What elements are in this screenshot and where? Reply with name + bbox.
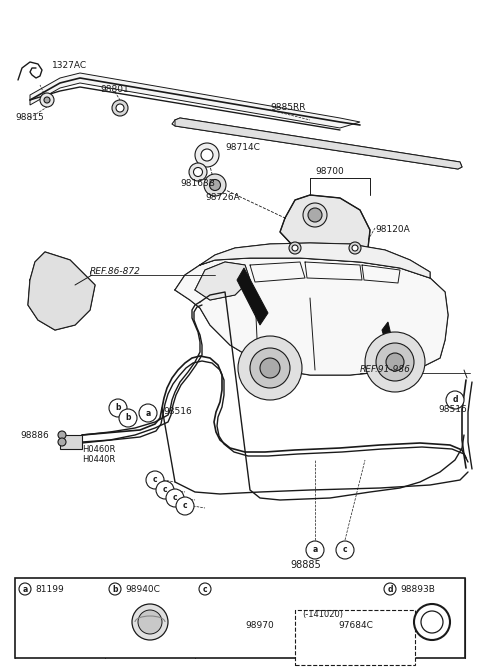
Bar bbox=[60, 435, 82, 449]
Text: 98970: 98970 bbox=[245, 620, 274, 630]
Text: 1327AC: 1327AC bbox=[52, 60, 87, 69]
Circle shape bbox=[446, 391, 464, 409]
Text: 98163B: 98163B bbox=[180, 179, 215, 187]
Circle shape bbox=[176, 497, 194, 515]
Text: a: a bbox=[145, 409, 151, 417]
Polygon shape bbox=[195, 262, 250, 300]
Circle shape bbox=[414, 604, 450, 640]
Circle shape bbox=[336, 541, 354, 559]
Polygon shape bbox=[382, 322, 395, 358]
Text: 98714C: 98714C bbox=[225, 144, 260, 153]
Circle shape bbox=[146, 471, 164, 489]
Text: b: b bbox=[115, 403, 121, 413]
Circle shape bbox=[119, 409, 137, 427]
Text: 98801: 98801 bbox=[100, 85, 129, 95]
Circle shape bbox=[40, 93, 54, 107]
Text: REF.86-872: REF.86-872 bbox=[90, 267, 141, 276]
Circle shape bbox=[306, 541, 324, 559]
Text: H0440R: H0440R bbox=[82, 456, 115, 464]
Circle shape bbox=[260, 358, 280, 378]
Text: 98516: 98516 bbox=[163, 407, 192, 417]
Polygon shape bbox=[308, 617, 334, 636]
Circle shape bbox=[139, 404, 157, 422]
Circle shape bbox=[109, 583, 121, 595]
Circle shape bbox=[116, 104, 124, 112]
Text: b: b bbox=[112, 585, 118, 593]
Text: 98885: 98885 bbox=[290, 560, 321, 570]
Circle shape bbox=[58, 431, 66, 439]
Bar bbox=[15, 578, 465, 658]
Circle shape bbox=[112, 100, 128, 116]
Text: d: d bbox=[452, 396, 458, 405]
Circle shape bbox=[199, 583, 211, 595]
Circle shape bbox=[109, 399, 127, 417]
Polygon shape bbox=[200, 243, 430, 278]
Text: 81199: 81199 bbox=[35, 585, 64, 593]
Polygon shape bbox=[215, 616, 240, 634]
Circle shape bbox=[44, 97, 50, 103]
Text: (-141020): (-141020) bbox=[302, 610, 343, 618]
Text: a: a bbox=[23, 585, 28, 593]
Circle shape bbox=[308, 208, 322, 222]
Text: c: c bbox=[173, 493, 177, 503]
Circle shape bbox=[303, 203, 327, 227]
Circle shape bbox=[421, 611, 443, 633]
Text: a: a bbox=[312, 546, 318, 554]
Text: H0460R: H0460R bbox=[82, 446, 115, 454]
Polygon shape bbox=[175, 118, 462, 169]
Text: REF.91-986: REF.91-986 bbox=[360, 366, 411, 374]
Text: c: c bbox=[343, 546, 348, 554]
Text: 98726A: 98726A bbox=[205, 194, 240, 202]
Polygon shape bbox=[280, 195, 370, 258]
Text: b: b bbox=[125, 413, 131, 423]
Text: 9885RR: 9885RR bbox=[270, 103, 305, 112]
Text: 98120A: 98120A bbox=[375, 226, 410, 235]
Bar bbox=[295, 610, 415, 665]
Circle shape bbox=[289, 242, 301, 254]
Text: 98893B: 98893B bbox=[400, 585, 435, 593]
Circle shape bbox=[384, 583, 396, 595]
Circle shape bbox=[19, 583, 31, 595]
Polygon shape bbox=[28, 252, 95, 330]
Polygon shape bbox=[30, 73, 360, 128]
Text: 98940C: 98940C bbox=[125, 585, 160, 593]
Text: c: c bbox=[163, 485, 168, 495]
Text: 98886: 98886 bbox=[20, 431, 49, 439]
Circle shape bbox=[292, 245, 298, 251]
Polygon shape bbox=[175, 258, 448, 375]
Text: c: c bbox=[153, 476, 157, 485]
Text: 98815: 98815 bbox=[15, 114, 44, 122]
Text: 98516: 98516 bbox=[438, 405, 467, 415]
Circle shape bbox=[352, 245, 358, 251]
Polygon shape bbox=[33, 615, 45, 632]
Circle shape bbox=[193, 167, 203, 177]
Text: c: c bbox=[183, 501, 187, 511]
Circle shape bbox=[349, 242, 361, 254]
Circle shape bbox=[195, 143, 219, 167]
Text: 97684C: 97684C bbox=[338, 622, 373, 630]
Circle shape bbox=[386, 353, 404, 371]
Circle shape bbox=[204, 174, 226, 196]
Circle shape bbox=[138, 610, 162, 634]
Circle shape bbox=[132, 604, 168, 640]
Circle shape bbox=[209, 179, 220, 190]
Circle shape bbox=[250, 348, 290, 388]
Circle shape bbox=[166, 489, 184, 507]
Circle shape bbox=[58, 438, 66, 446]
Circle shape bbox=[156, 481, 174, 499]
Circle shape bbox=[238, 336, 302, 400]
Circle shape bbox=[201, 149, 213, 161]
Polygon shape bbox=[237, 268, 268, 325]
Circle shape bbox=[189, 163, 207, 181]
Text: 98700: 98700 bbox=[315, 167, 344, 177]
Text: c: c bbox=[203, 585, 207, 593]
Circle shape bbox=[376, 343, 414, 381]
Text: d: d bbox=[387, 585, 393, 593]
Circle shape bbox=[365, 332, 425, 392]
